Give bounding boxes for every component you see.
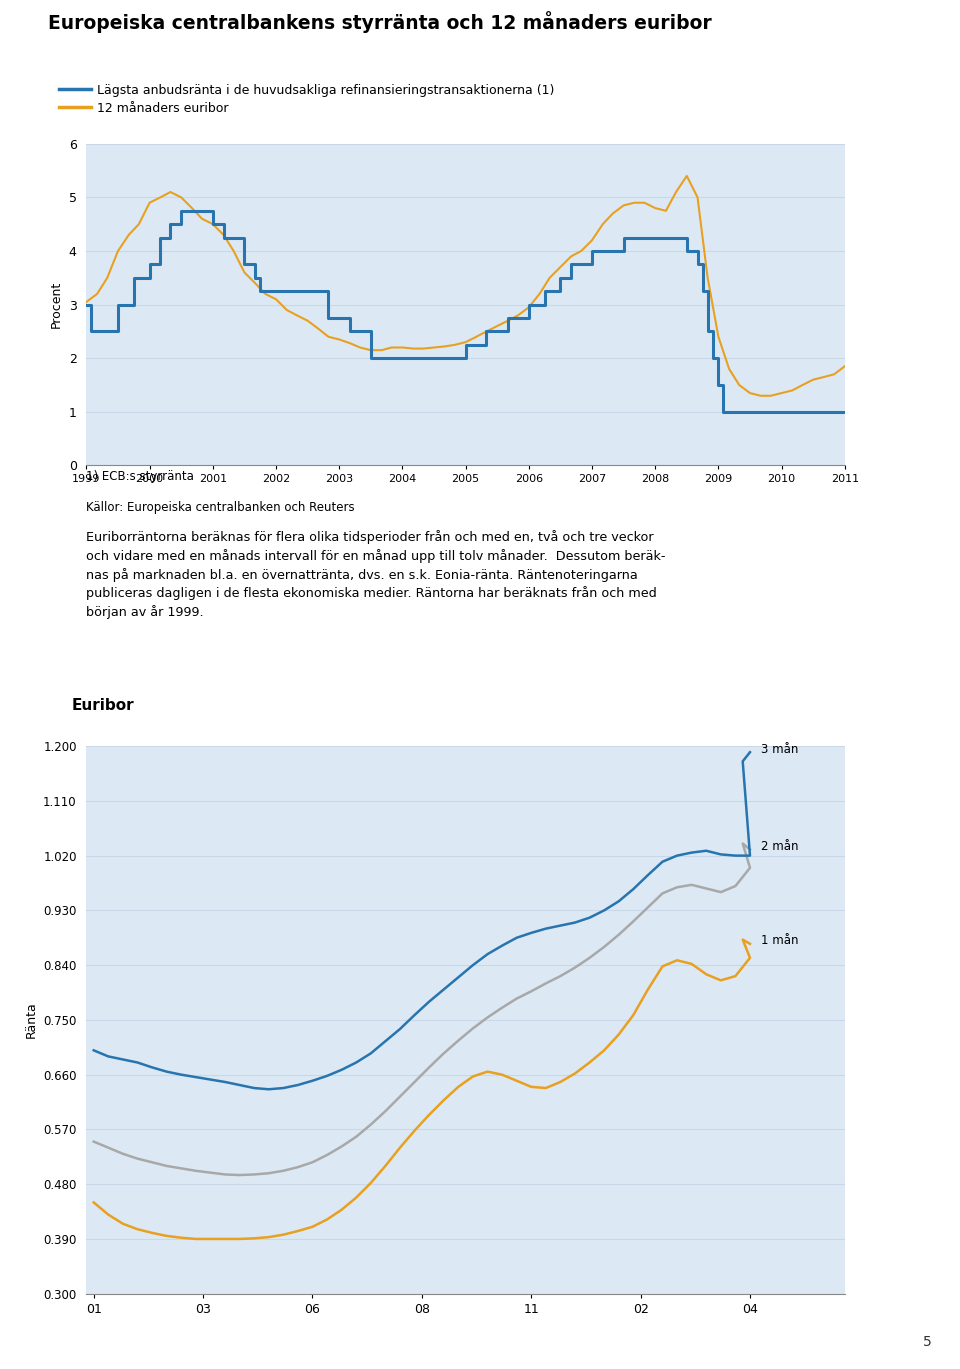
Text: Euribor: Euribor	[71, 698, 133, 713]
Text: 5: 5	[923, 1335, 931, 1348]
Text: Euriborräntorna beräknas för flera olika tidsperioder från och med en, två och t: Euriborräntorna beräknas för flera olika…	[86, 530, 666, 619]
Text: 1) ECB:s styrränta: 1) ECB:s styrränta	[86, 470, 194, 482]
Y-axis label: Procent: Procent	[50, 281, 63, 329]
Text: 3 mån: 3 mån	[761, 742, 799, 756]
Text: Europeiska centralbankens styrränta och 12 månaders euribor: Europeiska centralbankens styrränta och …	[48, 11, 711, 33]
Text: 2 mån: 2 mån	[761, 841, 799, 853]
Legend: Lägsta anbudsränta i de huvudsakliga refinansieringstransaktionerna (1), 12 måna: Lägsta anbudsränta i de huvudsakliga ref…	[55, 79, 559, 120]
Text: 1 mån: 1 mån	[761, 934, 799, 947]
Y-axis label: Ränta: Ränta	[25, 1002, 37, 1038]
Text: Källor: Europeiska centralbanken och Reuters: Källor: Europeiska centralbanken och Reu…	[86, 501, 355, 515]
